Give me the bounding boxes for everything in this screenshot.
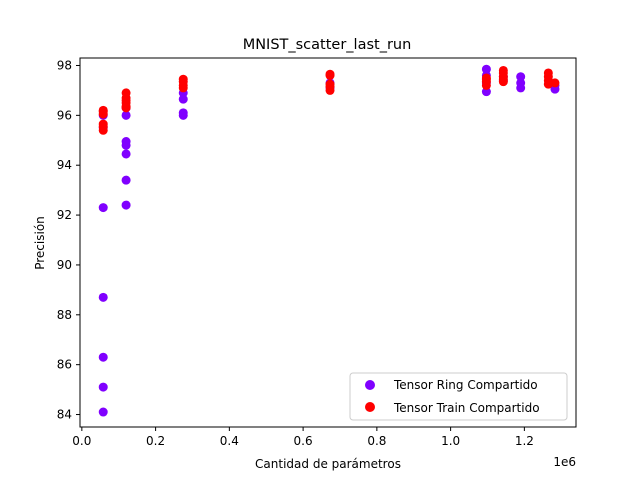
scatter-point [98,119,108,129]
x-tick-label: 1.0 [441,434,460,448]
scatter-point [481,64,491,74]
x-tick-label: 1.2 [515,434,534,448]
legend: Tensor Ring Compartido Tensor Train Comp… [349,372,568,421]
legend-label-tensor-ring: Tensor Ring Compartido [393,378,538,392]
scatter-point [516,78,526,88]
scatter-point [121,200,131,210]
y-tick-label: 88 [57,308,72,322]
scatter-point [98,407,108,417]
scatter-point [121,137,131,147]
scatter-point [498,65,508,75]
scatter-point [481,87,491,97]
y-tick-label: 98 [57,58,72,72]
series-1 [98,65,560,135]
scatter-point [98,203,108,213]
scatter-point [516,72,526,82]
y-tick-label: 96 [57,108,72,122]
x-axis-label: Cantidad de parámetros [255,457,401,471]
x-tick-label: 0.2 [146,434,165,448]
scatter-point [121,88,131,98]
plot-area [98,64,560,417]
scatter-point [178,94,188,104]
scatter-point [98,382,108,392]
x-axis-ticks: 0.0 0.2 0.4 0.6 0.8 1.0 1.2 [72,427,534,448]
x-tick-label: 0.4 [220,434,239,448]
scatter-point [98,292,108,302]
x-tick-label: 0.6 [294,434,313,448]
y-tick-label: 86 [57,358,72,372]
y-tick-label: 94 [57,158,72,172]
x-tick-label: 0.8 [367,434,386,448]
y-axis-ticks: 84 86 88 90 92 94 96 98 [57,58,80,422]
scatter-point [121,110,131,120]
x-tick-label: 0.0 [72,434,91,448]
scatter-point [550,78,560,88]
axes-frame [79,57,577,428]
scatter-point [481,73,491,83]
legend-box [349,372,568,421]
y-tick-label: 90 [57,258,72,272]
scatter-point [543,68,553,78]
scatter-point [325,79,335,89]
scatter-point [121,175,131,185]
y-axis-label: Precisión [33,216,47,270]
scatter-point [178,108,188,118]
scatter-point [98,105,108,115]
legend-marker-tensor-train [365,402,375,412]
scatter-point [98,352,108,362]
y-tick-label: 84 [57,408,72,422]
scatter-point [121,149,131,159]
chart-title: MNIST_scatter_last_run [243,37,412,53]
legend-marker-tensor-ring [365,380,375,390]
scatter-point [178,74,188,84]
series-0 [98,64,560,417]
scatter-point [325,69,335,79]
legend-label-tensor-train: Tensor Train Compartido [393,401,540,415]
x-axis-offset-label: 1e6 [553,455,576,469]
y-tick-label: 92 [57,208,72,222]
